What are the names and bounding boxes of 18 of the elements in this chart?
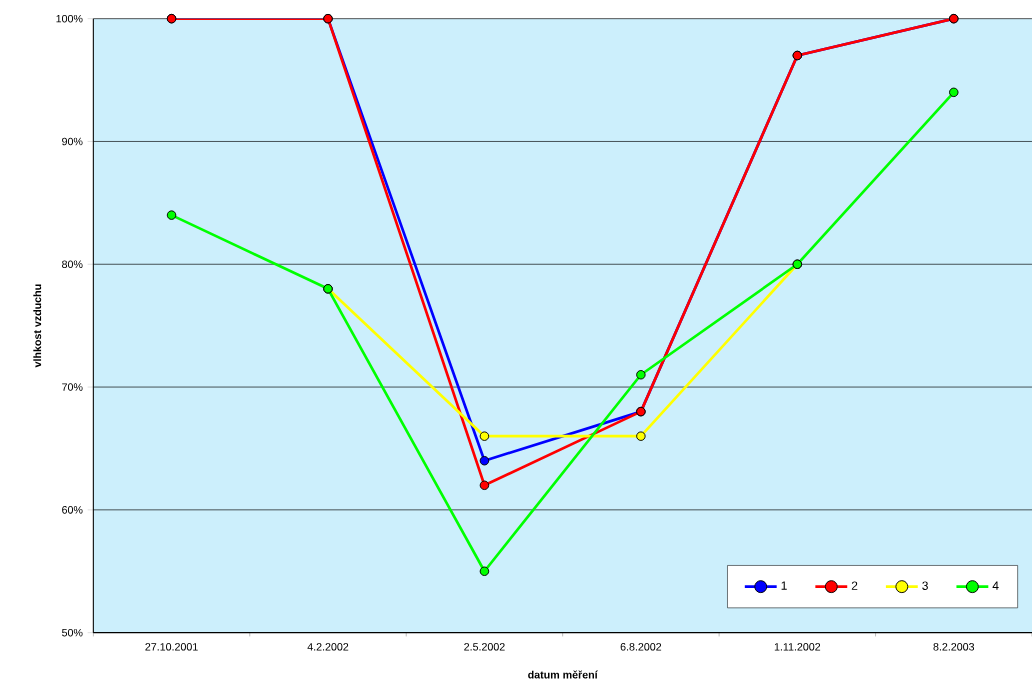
- y-tick-label: 60%: [62, 506, 83, 514]
- y-tick-label: 50%: [62, 628, 83, 637]
- y-tick-label: 90%: [62, 137, 83, 146]
- x-tick-label: 4.2.2002: [307, 643, 349, 651]
- x-tick-label: 27.10.2001: [145, 643, 198, 651]
- x-tick-label: 6.8.2002: [620, 643, 662, 651]
- legend-label: 3: [922, 581, 928, 590]
- y-tick-label: 80%: [62, 260, 83, 269]
- legend-label: 2: [851, 581, 858, 590]
- y-tick-label: 70%: [62, 383, 83, 391]
- x-tick-label: 2.5.2002: [464, 643, 505, 651]
- x-tick-label: 8.2.2003: [933, 643, 975, 651]
- y-tick-label: 100%: [56, 14, 83, 23]
- legend-label: 4: [992, 581, 999, 590]
- legend-label: 1: [781, 581, 787, 590]
- x-tick-label: 1.11.2002: [774, 643, 821, 651]
- y-axis-title: vlhkost vzduchu: [33, 284, 42, 368]
- x-axis-title: datum měření: [528, 670, 598, 679]
